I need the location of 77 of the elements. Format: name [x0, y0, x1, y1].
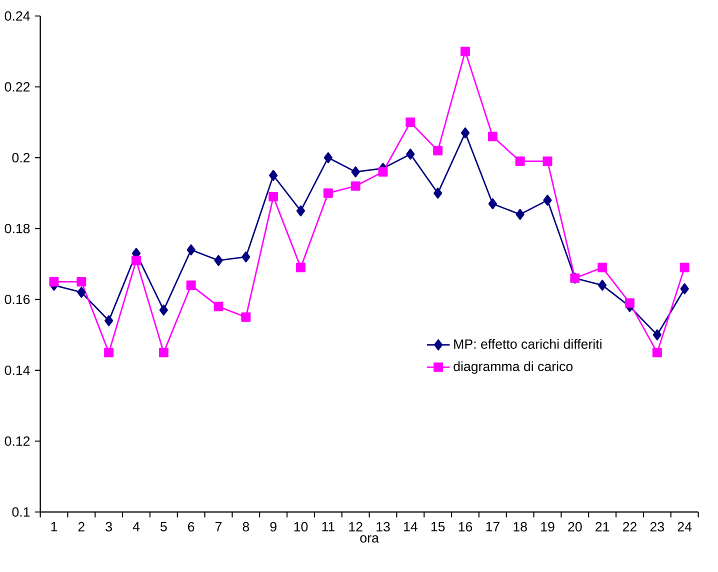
point: [460, 127, 470, 138]
y-tick-label: 0.16: [4, 294, 30, 304]
x-tick-label: 18: [514, 522, 527, 532]
point: [460, 46, 470, 56]
y-tick-label: 0.2: [12, 152, 30, 162]
point: [104, 348, 114, 358]
x-tick-label: 4: [132, 522, 140, 532]
y-tick-label: 0.22: [4, 82, 30, 92]
point: [214, 302, 224, 312]
y-tick-label: 0.18: [4, 224, 30, 234]
point: [652, 348, 662, 358]
y-tick-label: 0.24: [4, 11, 30, 21]
point: [351, 166, 360, 178]
point: [625, 298, 634, 308]
point: [186, 280, 196, 290]
x-tick-label: 12: [349, 522, 362, 532]
x-tick-label: 15: [431, 522, 445, 532]
point: [159, 304, 168, 316]
x-tick-label: 23: [650, 522, 664, 532]
x-tick-label: 24: [678, 522, 692, 532]
x-tick-label: 11: [322, 522, 334, 532]
point: [296, 262, 306, 272]
x-tick-label: 13: [376, 522, 390, 532]
point: [158, 348, 168, 358]
point: [515, 156, 525, 166]
x-axis-title: ora: [360, 535, 379, 543]
point: [434, 188, 442, 199]
x-tick-label: 9: [270, 522, 276, 532]
point: [269, 170, 278, 181]
point: [406, 118, 416, 128]
x-tick-label: 5: [160, 522, 167, 532]
legend-label: diagramma di carico: [454, 361, 573, 374]
point: [433, 146, 443, 156]
x-tick-label: 2: [78, 522, 84, 532]
x-tick-label: 7: [215, 522, 222, 532]
point: [406, 148, 415, 160]
point: [104, 315, 114, 326]
x-tick-label: 21: [596, 522, 610, 532]
point: [49, 276, 59, 286]
point: [516, 208, 524, 220]
x-tick-label: 3: [106, 522, 112, 532]
point: [598, 262, 608, 272]
point: [350, 181, 360, 191]
point: [132, 256, 141, 266]
point: [680, 283, 689, 294]
x-tick-label: 8: [242, 522, 250, 532]
point: [680, 262, 690, 272]
point: [296, 205, 306, 216]
point: [323, 188, 333, 198]
legend-label: MP: effetto carichi differiti: [454, 339, 602, 349]
point: [652, 329, 662, 340]
x-tick-label: 14: [404, 522, 418, 532]
x-tick-label: 17: [486, 522, 500, 532]
point: [488, 198, 498, 210]
point: [186, 244, 196, 256]
x-tick-label: 22: [623, 522, 637, 532]
x-tick-label: 19: [541, 522, 554, 532]
point: [77, 286, 86, 298]
point: [324, 152, 333, 164]
point: [488, 132, 498, 142]
point: [598, 280, 607, 291]
y-tick-label: 0.14: [4, 366, 30, 375]
point: [242, 251, 250, 262]
point: [241, 312, 251, 322]
x-tick-label: 1: [51, 522, 58, 532]
point: [214, 254, 223, 266]
point: [268, 192, 278, 202]
point: [543, 194, 552, 206]
x-tick-label: 10: [294, 522, 308, 532]
y-tick-label: 0.12: [4, 436, 30, 446]
point: [76, 276, 86, 286]
x-tick-label: 16: [458, 522, 472, 532]
point: [378, 167, 388, 177]
x-tick-label: 20: [568, 522, 582, 532]
x-tick-label: 6: [188, 522, 194, 532]
y-tick-label: 0.1: [12, 507, 30, 517]
point: [542, 156, 552, 166]
